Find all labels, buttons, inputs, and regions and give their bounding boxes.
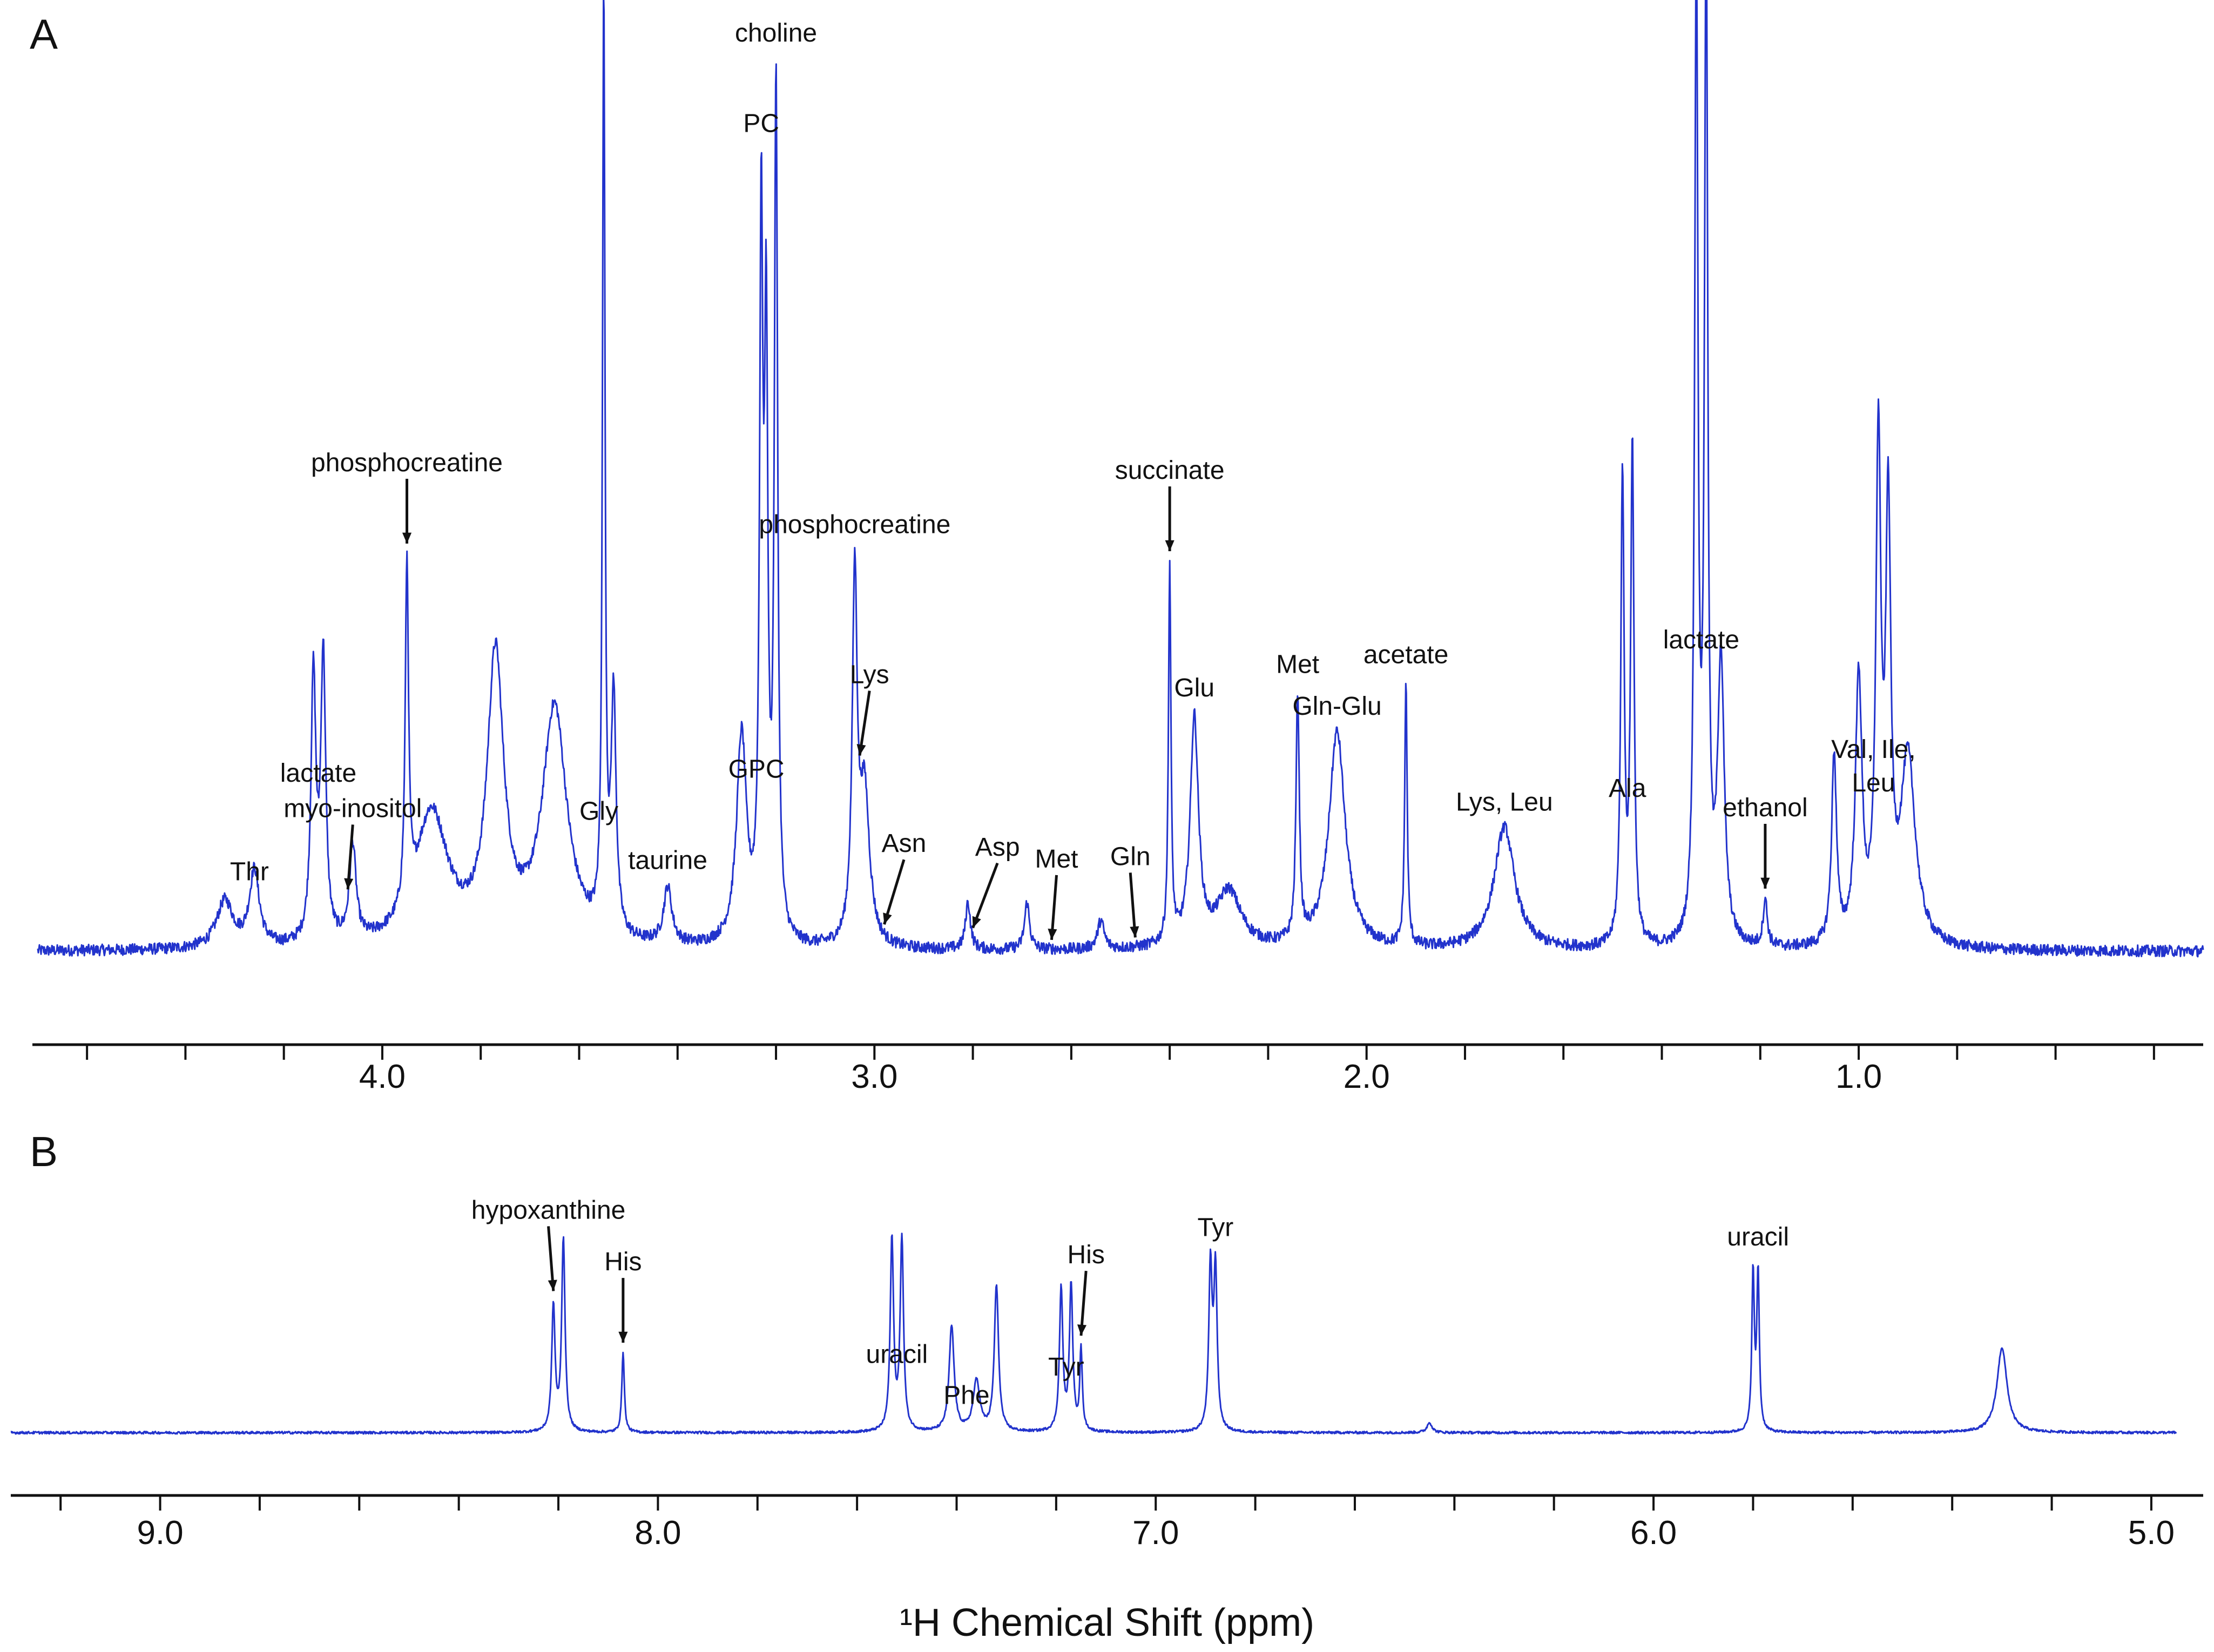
annotation-label: PC (743, 109, 779, 138)
annotation-label: Tyr (1198, 1214, 1234, 1242)
annotation-label: His (604, 1248, 642, 1276)
annotation-label: Gln (1110, 842, 1151, 871)
annotation-arrowhead (1048, 929, 1057, 940)
annotation-arrowhead (402, 532, 412, 544)
annotation-label: hypoxanthine (471, 1196, 626, 1224)
annotation-label: Phe (943, 1382, 989, 1410)
annotation-label: Glu (1174, 674, 1214, 702)
annotation-label: phosphocreatine (311, 449, 503, 477)
annotation-arrowhead (856, 744, 866, 756)
annotation-arrowhead (883, 912, 892, 925)
tick-label: 9.0 (137, 1514, 183, 1552)
annotation-label: Thr (230, 858, 269, 886)
annotation-arrowhead (1165, 540, 1174, 551)
annotation-arrowhead (1130, 926, 1139, 938)
annotation-label: myo-inositol (284, 794, 422, 823)
annotation-label: Ala (1609, 774, 1646, 803)
annotation-arrowhead (548, 1279, 557, 1291)
annotation-label: Asn (882, 829, 927, 858)
x-axis-label: ¹H Chemical Shift (ppm) (900, 1601, 1314, 1644)
annotation-label: lactate (280, 759, 356, 788)
tick-label: 8.0 (634, 1514, 681, 1552)
annotation-arrowhead (972, 916, 981, 928)
annotation-label: choline (735, 19, 817, 48)
annotation-label: Leu (1852, 769, 1895, 797)
panel-a-ticks: 4.0 3.0 2.0 1.0 (86, 1045, 2155, 1095)
annotation-arrow (883, 859, 906, 925)
annotation-label: uracil (1727, 1223, 1789, 1251)
panel-a-spectrum-line (37, 0, 2204, 958)
annotation-label: taurine (628, 847, 707, 875)
annotation-label: His (1068, 1241, 1105, 1269)
annotation-label: phosphocreatine (759, 510, 950, 539)
tick-label: 7.0 (1132, 1514, 1179, 1552)
annotation-arrow (971, 862, 999, 929)
annotation-arrowhead (1760, 877, 1770, 889)
panel-a: A 4.0 3.0 2.0 1.0 Thr lactate myo-inositol pho… (30, 0, 2204, 1095)
panel-b-ticks: 9.0 8.0 7.0 6.0 5.0 (59, 1495, 2175, 1552)
annotation-arrowhead (618, 1331, 628, 1343)
panel-a-annotations: Thr lactate myo-inositol phosphocreatine Gly… (230, 19, 1916, 940)
panel-b-label: B (30, 1128, 58, 1175)
tick-label: 6.0 (1630, 1514, 1677, 1552)
annotation-label: Lys (850, 660, 889, 689)
annotation-label: Met (1276, 650, 1319, 679)
tick-label: 4.0 (359, 1058, 406, 1095)
annotation-label: Lys, Leu (1456, 788, 1553, 816)
tick-label: 3.0 (851, 1058, 897, 1095)
annotation-label: acetate (1364, 641, 1448, 669)
tick-label: 5.0 (2128, 1514, 2175, 1552)
annotation-label: Tyr (1048, 1353, 1084, 1382)
annotation-label: succinate (1115, 456, 1225, 485)
tick-label: 1.0 (1835, 1058, 1882, 1095)
panel-b-annotations: hypoxanthine His uracil Phe Tyr His Tyr uracil (471, 1196, 1789, 1410)
annotation-label: ethanol (1723, 794, 1807, 822)
panel-a-label: A (30, 10, 58, 58)
tick-label: 2.0 (1344, 1058, 1390, 1095)
annotation-label: Val, Ile, (1831, 735, 1916, 764)
annotation-label: lactate (1663, 626, 1739, 654)
panel-b: B 9.0 8.0 7.0 6.0 5.0 hypoxanthine His uracil P… (10, 1128, 2203, 1552)
annotation-label: Asp (975, 833, 1020, 862)
annotation-label: Gly (579, 797, 618, 825)
annotation-label: Gln-Glu (1292, 692, 1381, 721)
annotation-arrowhead (1077, 1324, 1087, 1336)
annotation-label: GPC (728, 755, 785, 784)
panel-b-spectrum-line (10, 1233, 2177, 1435)
annotation-arrowhead (344, 878, 354, 890)
annotation-label: Met (1035, 845, 1078, 874)
annotation-label: uracil (866, 1340, 928, 1369)
